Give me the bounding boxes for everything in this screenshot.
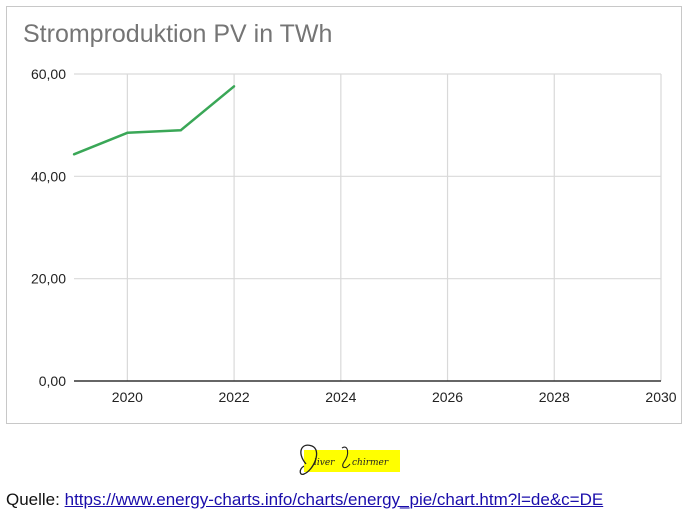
y-tick-labels: 0,00 20,00 40,00 60,00 xyxy=(31,66,66,389)
x-tick-label: 2028 xyxy=(539,389,570,405)
vertical-gridlines xyxy=(126,74,662,381)
line-chart: 0,00 20,00 40,00 60,00 2020 2022 2024 2026 2028… xyxy=(31,66,677,405)
source-label: Quelle: xyxy=(6,490,60,509)
chart-title: Stromproduktion PV in TWh xyxy=(23,20,333,48)
data-point xyxy=(126,131,129,135)
y-tick-label: 60,00 xyxy=(31,66,66,82)
x-tick-label: 2020 xyxy=(112,389,143,405)
y-tick-label: 0,00 xyxy=(39,373,66,389)
signature-highlight xyxy=(304,450,400,472)
signature-logo: liver chirmer xyxy=(299,444,400,476)
series-line xyxy=(73,85,235,156)
data-point xyxy=(179,129,182,132)
svg-text:liver: liver xyxy=(314,458,335,468)
x-tick-label: 2030 xyxy=(645,389,676,405)
data-point xyxy=(232,85,236,88)
svg-text:chirmer: chirmer xyxy=(352,458,389,468)
series-group xyxy=(72,85,236,156)
data-point xyxy=(72,153,76,156)
source-line: Quelle: https://www.energy-charts.info/c… xyxy=(6,490,603,510)
x-tick-label: 2024 xyxy=(325,389,356,405)
x-tick-label: 2022 xyxy=(219,389,250,405)
source-link[interactable]: https://www.energy-charts.info/charts/en… xyxy=(64,490,604,509)
x-tick-labels: 2020 2022 2024 2026 2028 2030 xyxy=(112,389,677,405)
chart-frame xyxy=(6,6,682,424)
y-tick-label: 20,00 xyxy=(31,271,66,287)
horizontal-gridlines xyxy=(74,73,661,280)
x-tick-label: 2026 xyxy=(432,389,463,405)
y-tick-label: 40,00 xyxy=(31,168,66,184)
signature-scribble xyxy=(299,444,318,476)
